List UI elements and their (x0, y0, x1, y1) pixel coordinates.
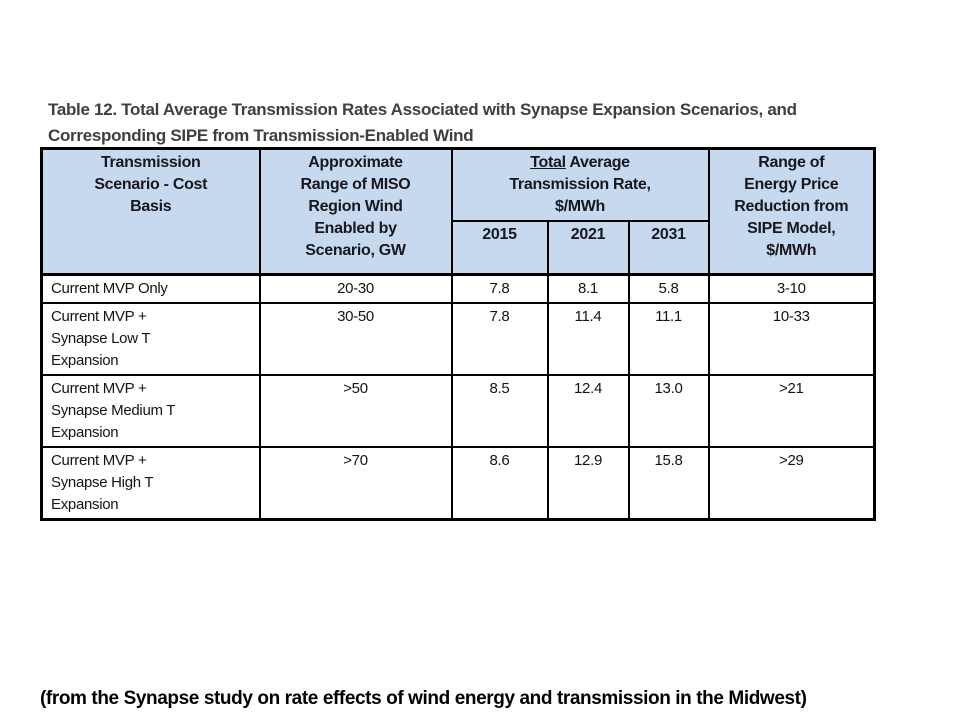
header-sipe-reduction: Range of Energy Price Reduction from SIP… (707, 147, 876, 275)
rate-2031-cell: 5.8 (627, 272, 710, 304)
rate-2031-cell: 13.0 (627, 373, 710, 448)
rate-2021-cell: 11.4 (546, 301, 630, 376)
wind-range-cell: >50 (258, 373, 453, 448)
rate-2031-cell: 11.1 (627, 301, 710, 376)
wind-range-cell: >70 (258, 445, 453, 520)
header-year-2031: 2031 (627, 220, 710, 275)
header-year-2021: 2021 (546, 220, 630, 275)
rate-2031-cell: 15.8 (627, 445, 710, 520)
header-scenario-cost-basis: Transmission Scenario - Cost Basis (40, 147, 261, 275)
header-rate-underlined-word: Total (530, 154, 566, 171)
header-row-main: Transmission Scenario - Cost Basis Appro… (40, 147, 876, 275)
header-row-years: 2015 2021 2031 (42, 220, 875, 275)
table-title: Table 12. Total Average Transmission Rat… (48, 97, 953, 149)
rate-2021-cell: 8.1 (546, 272, 630, 304)
table-title-line-1: Table 12. Total Average Transmission Rat… (48, 100, 797, 119)
header-year-2015: 2015 (450, 220, 549, 275)
table-title-line-2: Corresponding SIPE from Transmission-Ena… (48, 126, 474, 145)
source-caption: (from the Synapse study on rate effects … (40, 688, 807, 709)
header-rate-units: Transmission Rate, $/MWh (509, 176, 651, 215)
rate-2015-cell: 7.8 (450, 272, 549, 304)
price-reduction-cell: >21 (707, 373, 876, 448)
table-row-synapse-medium-t: Current MVP + Synapse Medium T Expansion… (40, 373, 876, 448)
price-reduction-cell: 10-33 (707, 301, 876, 376)
header-rate-line1-rest: Average (565, 154, 630, 171)
rate-2021-cell: 12.9 (546, 445, 630, 520)
transmission-rates-table: Transmission Scenario - Cost Basis Appro… (40, 147, 877, 521)
scenario-cell: Current MVP + Synapse Medium T Expansion (40, 373, 261, 448)
rate-2015-cell: 8.5 (450, 373, 549, 448)
table-row-synapse-high-t: Current MVP + Synapse High T Expansion >… (40, 445, 876, 520)
header-wind-range: Approximate Range of MISO Region Wind En… (258, 147, 453, 275)
price-reduction-cell: >29 (707, 445, 876, 520)
rate-2015-cell: 7.8 (450, 301, 549, 376)
header-rate-group: Total Average Transmission Rate, $/MWh (450, 147, 710, 222)
price-reduction-cell: 3-10 (707, 272, 876, 304)
table-row-current-mvp-only: Current MVP Only 20-30 7.8 8.1 5.8 3-10 (40, 272, 876, 304)
rate-2021-cell: 12.4 (546, 373, 630, 448)
scenario-cell: Current MVP + Synapse Low T Expansion (40, 301, 261, 376)
scenario-cell: Current MVP Only (40, 272, 261, 304)
scenario-cell: Current MVP + Synapse High T Expansion (40, 445, 261, 520)
rate-2015-cell: 8.6 (450, 445, 549, 520)
wind-range-cell: 30-50 (258, 301, 453, 376)
table-row-synapse-low-t: Current MVP + Synapse Low T Expansion 30… (40, 301, 876, 376)
wind-range-cell: 20-30 (258, 272, 453, 304)
